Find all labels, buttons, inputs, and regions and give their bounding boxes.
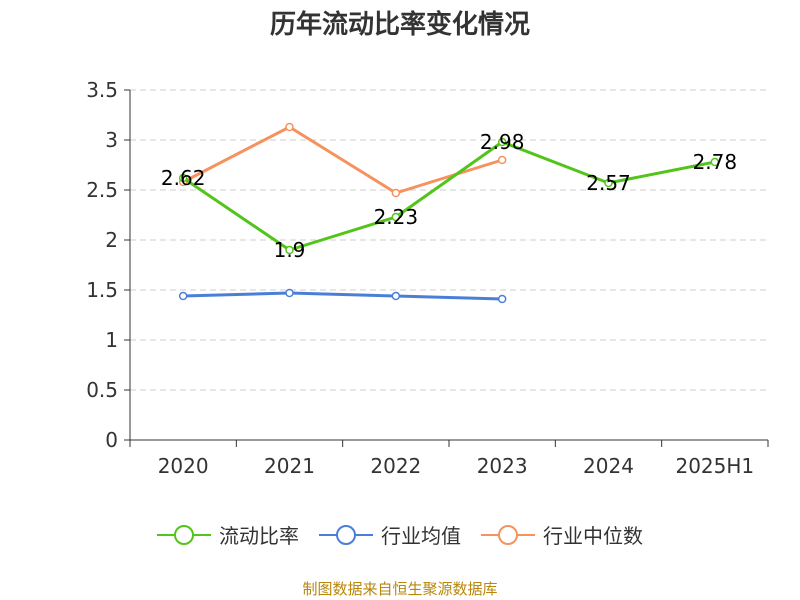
data-label: 2.57: [586, 171, 631, 195]
y-tick-label: 3.5: [86, 78, 118, 102]
legend-item[interactable]: 流动比率: [157, 520, 299, 549]
legend-swatch-icon: [319, 524, 373, 545]
x-tick-label: 2023: [477, 454, 528, 478]
legend: 流动比率 行业均值 行业中位数: [0, 520, 800, 549]
y-tick-label: 1: [105, 328, 118, 352]
legend-label: 行业均值: [381, 524, 461, 548]
y-tick-label: 2.5: [86, 178, 118, 202]
data-point: [178, 291, 188, 301]
series-line: [182, 125, 503, 195]
series-layer: [178, 122, 720, 304]
data-label: 2.23: [374, 205, 419, 229]
axis-layer: 0 0.5 1 1.5 2 2.5 3 3.5 2020 2021 2022 2023 2024 2025…: [86, 78, 769, 478]
source-note: 制图数据来自恒生聚源数据库: [302, 580, 498, 598]
data-point: [285, 288, 294, 298]
y-tick-label: 0.5: [86, 378, 118, 402]
y-tick-label: 3: [105, 128, 118, 152]
x-tick-label: 2024: [583, 454, 634, 478]
legend-swatch-icon: [481, 524, 535, 545]
legend-item[interactable]: 行业均值: [319, 520, 461, 549]
series-line: [183, 291, 503, 301]
y-tick-label: 2: [105, 228, 118, 252]
legend-label: 流动比率: [219, 524, 299, 548]
legend-swatch-icon: [157, 524, 211, 545]
grid-layer: [130, 89, 768, 391]
data-point: [391, 212, 401, 222]
y-tick-label: 0: [105, 428, 118, 452]
data-label: 2.62: [161, 166, 206, 190]
legend-marker: [336, 524, 356, 545]
data-point: [391, 291, 401, 301]
label-layer: 2.62 1.9 2.23 2.98 2.57 2.78: [161, 130, 737, 262]
x-tick-label: 2020: [158, 454, 209, 478]
data-point: [497, 294, 507, 304]
data-point: [285, 122, 294, 132]
data-point: [497, 155, 507, 165]
data-point: [604, 178, 613, 188]
data-point: [710, 157, 720, 167]
legend-label: 行业中位数: [543, 524, 643, 548]
chart-title: 历年流动比率变化情况: [269, 10, 530, 40]
x-tick-label: 2021: [264, 454, 315, 478]
data-label: 2.78: [693, 150, 738, 174]
data-point: [497, 137, 507, 147]
data-point: [391, 188, 401, 198]
data-label: 1.9: [274, 238, 306, 262]
data-label: 2.98: [480, 130, 525, 154]
data-point: [285, 245, 294, 255]
x-tick-label: 2022: [370, 454, 421, 478]
data-point: [178, 173, 188, 183]
legend-marker: [498, 524, 518, 545]
legend-item[interactable]: 行业中位数: [481, 520, 643, 549]
legend-marker: [174, 524, 194, 545]
series-line: [182, 140, 716, 252]
x-tick-label: 2025H1: [675, 454, 754, 478]
y-tick-label: 1.5: [86, 278, 118, 302]
